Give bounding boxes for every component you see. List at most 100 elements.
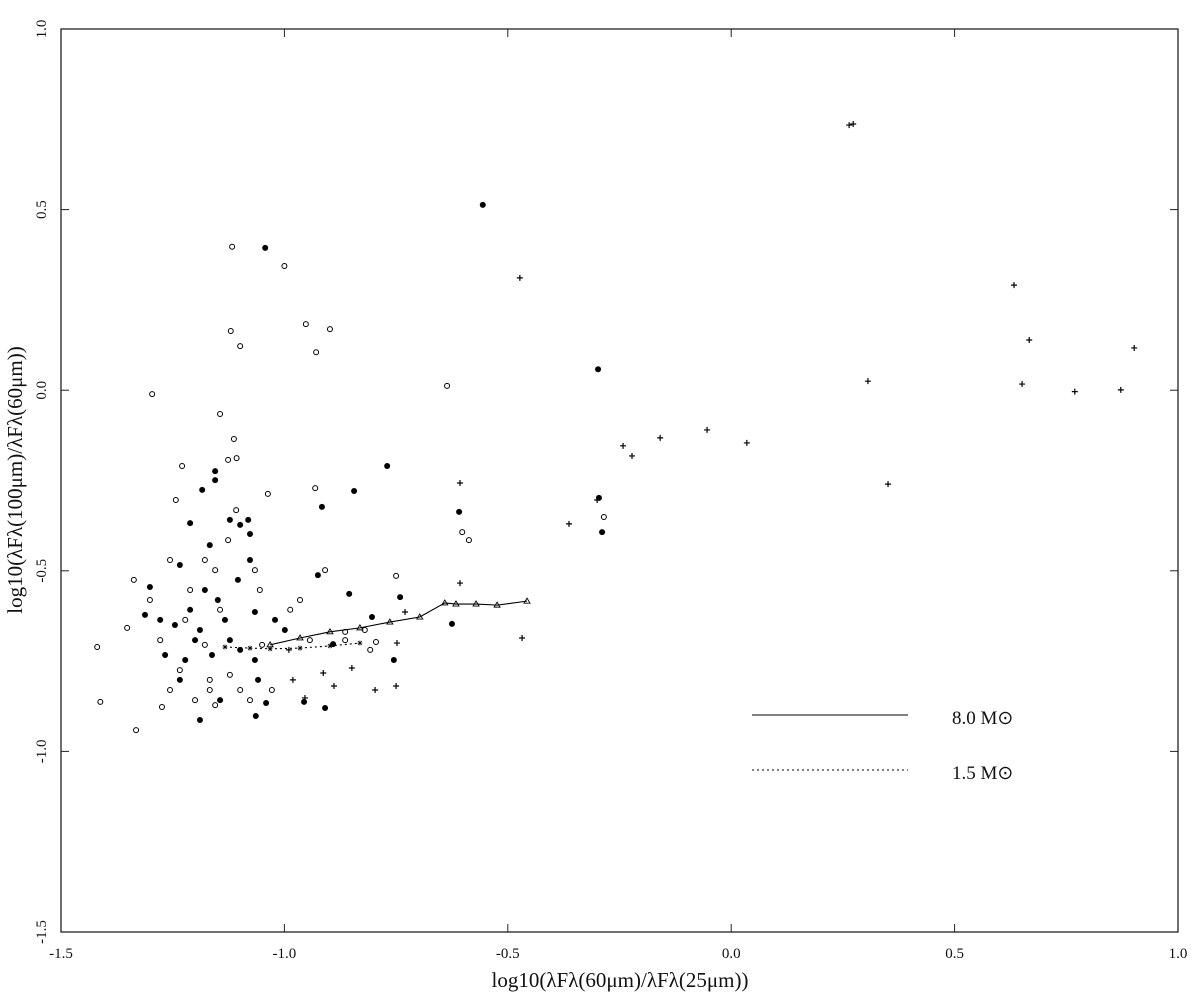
point (217, 411, 224, 418)
point (322, 705, 329, 712)
point (226, 516, 233, 523)
point (346, 590, 353, 597)
point (306, 637, 313, 644)
point (201, 586, 208, 593)
point (367, 646, 374, 653)
point (141, 611, 148, 618)
point (1026, 336, 1033, 343)
point (206, 542, 213, 549)
track-line (269, 600, 528, 646)
point (314, 572, 321, 579)
point (302, 321, 309, 328)
point (885, 481, 892, 488)
point (162, 651, 169, 658)
point (262, 244, 269, 251)
point (263, 699, 270, 706)
point (297, 645, 303, 651)
point (182, 616, 189, 623)
point (192, 697, 199, 704)
y-tick-label: -0.5 (34, 559, 50, 583)
point (255, 676, 262, 683)
point (372, 686, 379, 693)
point (246, 530, 253, 537)
y-tick-label: -1.5 (34, 920, 50, 944)
point (209, 651, 216, 658)
point (415, 613, 424, 620)
point (133, 727, 140, 734)
legend-text: 8.0 M⊙ (952, 708, 1013, 729)
point (196, 716, 203, 723)
point (237, 686, 244, 693)
point (171, 621, 178, 628)
point (285, 646, 292, 653)
point (351, 487, 358, 494)
point (246, 697, 253, 704)
point (157, 616, 164, 623)
point (176, 667, 183, 674)
point (384, 463, 391, 470)
point (251, 657, 258, 664)
point (233, 455, 240, 462)
point (149, 391, 156, 398)
point (356, 623, 364, 631)
point (864, 378, 871, 385)
point (320, 670, 327, 677)
point (281, 262, 288, 269)
point (516, 274, 523, 281)
point (1011, 282, 1018, 289)
x-tick-label: -0.5 (496, 946, 520, 962)
point (372, 638, 379, 645)
point (225, 537, 232, 544)
point (237, 521, 244, 528)
point (566, 520, 573, 527)
point (182, 657, 189, 664)
point (146, 584, 153, 591)
point (456, 580, 463, 587)
point (448, 620, 455, 627)
point (267, 646, 273, 652)
point (326, 326, 333, 333)
point (390, 657, 397, 664)
point (459, 529, 466, 536)
point (237, 343, 244, 350)
point (1117, 386, 1124, 393)
point (327, 643, 333, 649)
point (386, 618, 394, 625)
point (452, 600, 460, 607)
track-line (224, 642, 360, 650)
point (402, 608, 409, 615)
point (441, 599, 449, 606)
point (493, 601, 501, 608)
point (704, 426, 711, 433)
point (212, 702, 219, 709)
y-tick-label: 0.5 (34, 200, 50, 219)
point (348, 664, 355, 671)
point (456, 480, 463, 487)
point (97, 698, 104, 705)
point (1019, 381, 1026, 388)
point (179, 463, 186, 470)
point (187, 586, 194, 593)
point (222, 644, 228, 650)
point (237, 646, 244, 653)
point (187, 606, 194, 613)
x-tick-label: -1.5 (49, 946, 73, 962)
point (199, 486, 206, 493)
point (212, 468, 219, 475)
point (268, 686, 275, 693)
point (456, 508, 463, 515)
point (206, 686, 213, 693)
point (124, 624, 131, 631)
point (201, 641, 208, 648)
point (287, 606, 294, 613)
point (146, 597, 153, 604)
point (214, 597, 221, 604)
x-tick-label: 0.0 (722, 946, 741, 962)
point (212, 477, 219, 484)
point (850, 120, 857, 127)
point (272, 616, 279, 623)
y-axis-title: log10(λFλ(100μm)/λFλ(60μm)) (3, 346, 27, 613)
point (297, 597, 304, 604)
point (301, 694, 308, 701)
point (357, 640, 363, 646)
